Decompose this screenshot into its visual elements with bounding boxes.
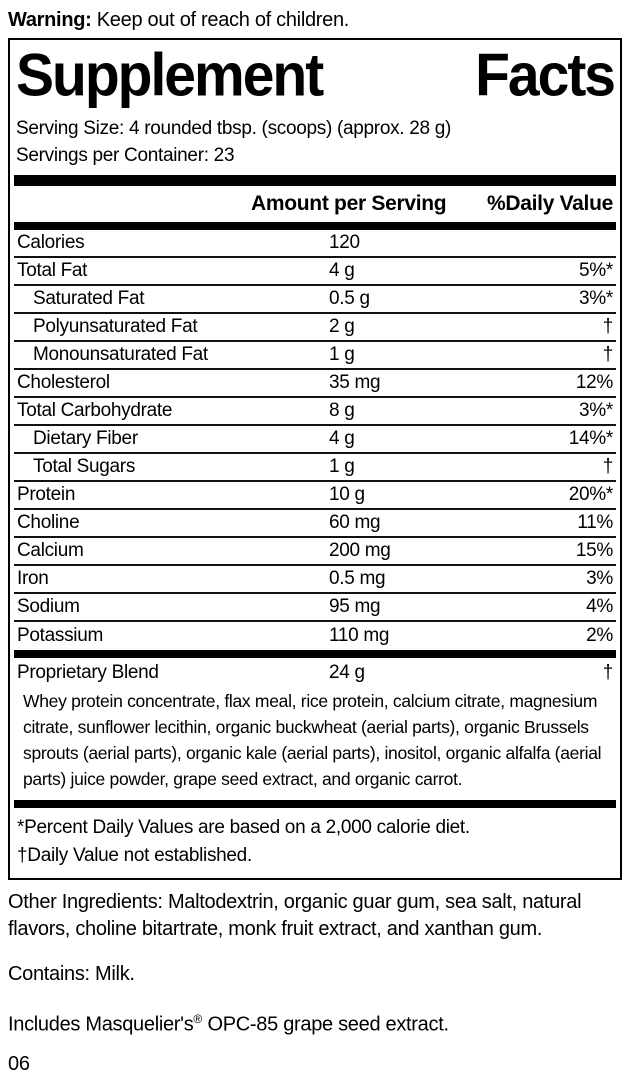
nutrient-row-calories: Calories 120 xyxy=(14,230,616,258)
dv-cell: † xyxy=(602,316,614,337)
blend-name: Proprietary Blend xyxy=(17,662,159,683)
panel-title-word2: Facts xyxy=(475,42,616,110)
dv-cell: 5%* xyxy=(579,260,613,281)
nutrient-name: Monounsaturated Fat xyxy=(33,344,208,365)
supplement-facts-panel: Supplement Facts Serving Size: 4 rounded… xyxy=(8,38,622,880)
includes-statement: Includes Masquelier's® OPC-85 grape seed… xyxy=(8,1006,622,1039)
nutrient-row-protein: Protein 10 g 20%* xyxy=(14,482,616,510)
serving-info: Serving Size: 4 rounded tbsp. (scoops) (… xyxy=(14,111,616,175)
nutrient-name: Calories xyxy=(17,232,85,253)
nutrient-name: Dietary Fiber xyxy=(33,428,138,449)
amount-cell: 8 g xyxy=(329,400,355,421)
dv-cell: 12% xyxy=(575,372,613,393)
nutrient-row-total-carbohydrate: Total Carbohydrate 8 g 3%* xyxy=(14,398,616,426)
includes-prefix: Includes Masquelier's xyxy=(8,1013,194,1036)
nutrient-name: Total Sugars xyxy=(33,456,136,477)
divider-above-blend xyxy=(14,650,616,658)
dv-cell: 4% xyxy=(586,596,613,617)
nutrient-name: Potassium xyxy=(17,625,104,646)
registered-mark: ® xyxy=(193,1012,203,1026)
warning-body: Keep out of reach of children. xyxy=(91,9,350,31)
nutrient-row-total-sugars: Total Sugars 1 g † xyxy=(14,454,616,482)
includes-suffix: OPC-85 grape seed extract. xyxy=(202,1013,449,1036)
amount-cell: 1 g xyxy=(329,344,355,365)
divider-under-header xyxy=(14,222,616,230)
servings-per-container: Servings per Container: 23 xyxy=(16,145,235,166)
dv-cell: 3% xyxy=(586,568,613,589)
dv-cell: 20%* xyxy=(568,484,614,505)
nutrient-name: Total Carbohydrate xyxy=(17,400,173,421)
nutrient-name: Iron xyxy=(17,568,49,589)
nutrient-row-sodium: Sodium 95 mg 4% xyxy=(14,594,616,622)
dv-cell: 2% xyxy=(586,625,613,646)
nutrient-name: Polyunsaturated Fat xyxy=(33,316,198,337)
dv-cell: † xyxy=(602,344,614,365)
dv-cell: † xyxy=(602,456,614,477)
nutrient-row-cholesterol: Cholesterol 35 mg 12% xyxy=(14,370,616,398)
nutrient-row-choline: Choline 60 mg 11% xyxy=(14,510,616,538)
item-code: 06 xyxy=(8,1052,30,1075)
blend-dv: † xyxy=(602,662,614,683)
amount-cell: 2 g xyxy=(329,316,355,337)
column-header-row: Amount per Serving %Daily Value xyxy=(14,186,616,222)
nutrient-row-dietary-fiber: Dietary Fiber 4 g 14%* xyxy=(14,426,616,454)
nutrient-row-polyunsaturated-fat: Polyunsaturated Fat 2 g † xyxy=(14,314,616,342)
amount-cell: 95 mg xyxy=(329,596,381,617)
footnotes: *Percent Daily Values are based on a 2,0… xyxy=(14,808,616,878)
nutrient-name: Sodium xyxy=(17,596,80,617)
amount-cell: 200 mg xyxy=(329,540,391,561)
divider-above-footnotes xyxy=(14,800,616,808)
nutrient-name: Saturated Fat xyxy=(33,288,145,309)
contains-statement: Contains: Milk. xyxy=(8,963,135,985)
amount-cell: 35 mg xyxy=(329,372,381,393)
amount-cell: 4 g xyxy=(329,260,355,281)
footnote-dagger: †Daily Value not established. xyxy=(17,845,252,866)
amount-cell: 60 mg xyxy=(329,512,381,533)
amount-cell: 0.5 g xyxy=(329,288,370,309)
panel-title-word1: Supplement xyxy=(16,42,324,110)
amount-cell: 10 g xyxy=(329,484,365,505)
dv-cell: 11% xyxy=(577,512,613,533)
dv-cell: 14%* xyxy=(568,428,614,449)
blend-amount: 24 g xyxy=(329,662,365,683)
nutrient-row-total-fat: Total Fat 4 g 5%* xyxy=(14,258,616,286)
warning-text: Warning: Keep out of reach of children. xyxy=(0,0,630,38)
dv-column-header: %Daily Value xyxy=(487,192,613,215)
warning-label: Warning: xyxy=(8,9,92,31)
dv-cell: 3%* xyxy=(579,400,613,421)
proprietary-blend-row: Proprietary Blend 24 g † xyxy=(14,658,616,686)
nutrient-name: Calcium xyxy=(17,540,84,561)
footnote-percent-dv: *Percent Daily Values are based on a 2,0… xyxy=(17,817,470,838)
nutrient-row-calcium: Calcium 200 mg 15% xyxy=(14,538,616,566)
nutrient-row-iron: Iron 0.5 mg 3% xyxy=(14,566,616,594)
nutrient-row-saturated-fat: Saturated Fat 0.5 g 3%* xyxy=(14,286,616,314)
other-ingredients: Other Ingredients: Maltodextrin, organic… xyxy=(8,891,582,940)
amount-cell: 0.5 mg xyxy=(329,568,386,589)
amount-cell: 1 g xyxy=(329,456,355,477)
nutrient-name: Choline xyxy=(17,512,80,533)
blend-description: Whey protein concentrate, flax meal, ric… xyxy=(23,691,602,789)
nutrient-name: Cholesterol xyxy=(17,372,110,393)
nutrient-rows: Calories 120 Total Fat 4 g 5%* Saturated… xyxy=(14,230,616,650)
amount-column-header: Amount per Serving xyxy=(251,192,447,215)
nutrient-name: Total Fat xyxy=(17,260,88,281)
serving-size: Serving Size: 4 rounded tbsp. (scoops) (… xyxy=(16,118,452,139)
nutrient-name: Protein xyxy=(17,484,76,505)
dv-cell: 15% xyxy=(575,540,613,561)
panel-title: Supplement Facts xyxy=(14,40,616,115)
divider-thick-top xyxy=(14,175,616,186)
amount-cell: 4 g xyxy=(329,428,355,449)
amount-cell: 110 mg xyxy=(329,625,390,646)
amount-cell: 120 xyxy=(329,232,360,253)
dv-cell: 3%* xyxy=(579,288,613,309)
nutrient-row-monounsaturated-fat: Monounsaturated Fat 1 g † xyxy=(14,342,616,370)
nutrient-row-potassium: Potassium 110 mg 2% xyxy=(14,622,616,650)
